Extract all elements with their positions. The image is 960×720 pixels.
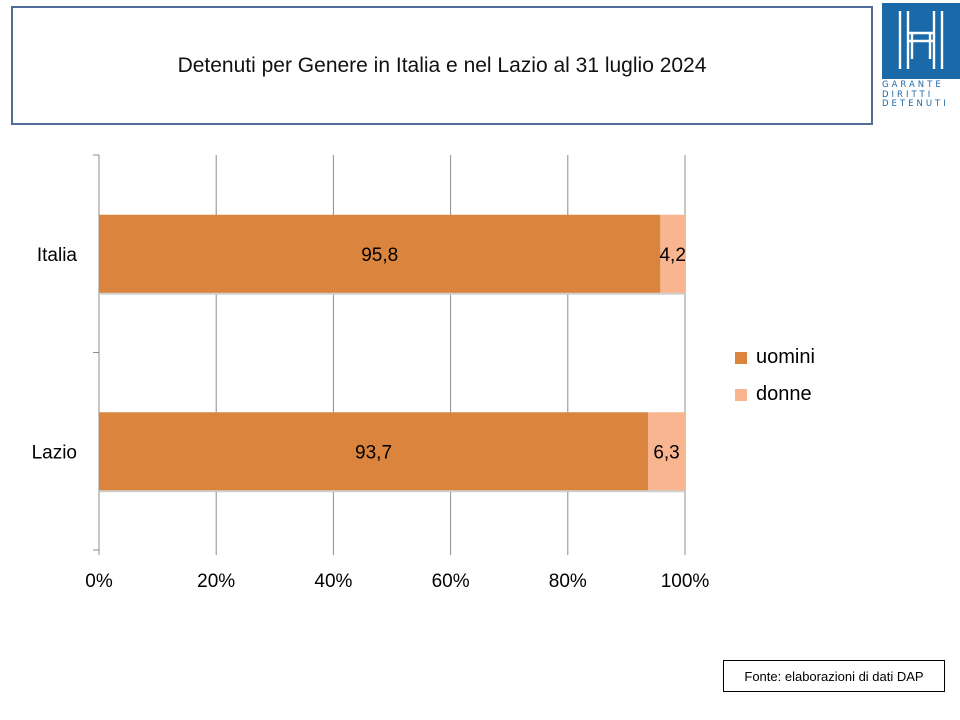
title-box: Detenuti per Genere in Italia e nel Lazi… — [11, 6, 873, 125]
x-tick-label-0: 0% — [85, 571, 113, 592]
category-label-lazio: Lazio — [32, 442, 77, 463]
category-label-italia: Italia — [37, 245, 78, 266]
data-label-uomini-lazio: 93,7 — [355, 442, 392, 463]
chart-legend: uomini donne — [735, 339, 815, 413]
legend-item-uomini: uomini — [735, 339, 815, 376]
x-tick-label-3: 60% — [432, 571, 470, 592]
x-tick-label-4: 80% — [549, 571, 587, 592]
logo-line-1: GARANTE — [882, 80, 944, 90]
bar-donne-lazio — [648, 412, 685, 491]
x-tick-label-2: 40% — [314, 571, 352, 592]
chart-title: Detenuti per Genere in Italia e nel Lazi… — [177, 53, 707, 77]
data-label-uomini-italia: 95,8 — [361, 245, 398, 266]
bar-donne-italia — [660, 214, 685, 293]
bar-uomini-italia — [99, 214, 661, 293]
source-note: Fonte: elaborazioni di dati DAP — [723, 660, 945, 692]
legend-item-donne: donne — [735, 376, 815, 413]
x-tick-label-1: 20% — [197, 571, 235, 592]
data-label-donne-italia: 4,2 — [659, 245, 685, 266]
legend-label-donne: donne — [756, 383, 812, 405]
legend-label-uomini: uomini — [756, 346, 815, 368]
logo-wordmark: GARANTE DIRITTI DETENUTI — [882, 80, 960, 110]
legend-swatch-donne — [735, 388, 747, 401]
data-label-donne-lazio: 6,3 — [653, 442, 679, 463]
logo-line-2: DIRITTI — [882, 89, 934, 100]
x-tick-label-5: 100% — [661, 571, 710, 592]
garante-h-logo-icon — [882, 3, 960, 79]
legend-swatch-uomini — [735, 351, 747, 364]
stacked-bar-chart: 95,8 4,2 Italia 93,7 6,3 Lazio 0% 20% 40% 60% 80% 1… — [32, 154, 710, 592]
logo-line-3: DETENUTI — [882, 99, 949, 109]
source-text: Fonte: elaborazioni di dati DAP — [744, 668, 924, 684]
garante-logo: GARANTE DIRITTI DETENUTI — [882, 3, 960, 109]
bar-uomini-lazio — [99, 412, 649, 491]
